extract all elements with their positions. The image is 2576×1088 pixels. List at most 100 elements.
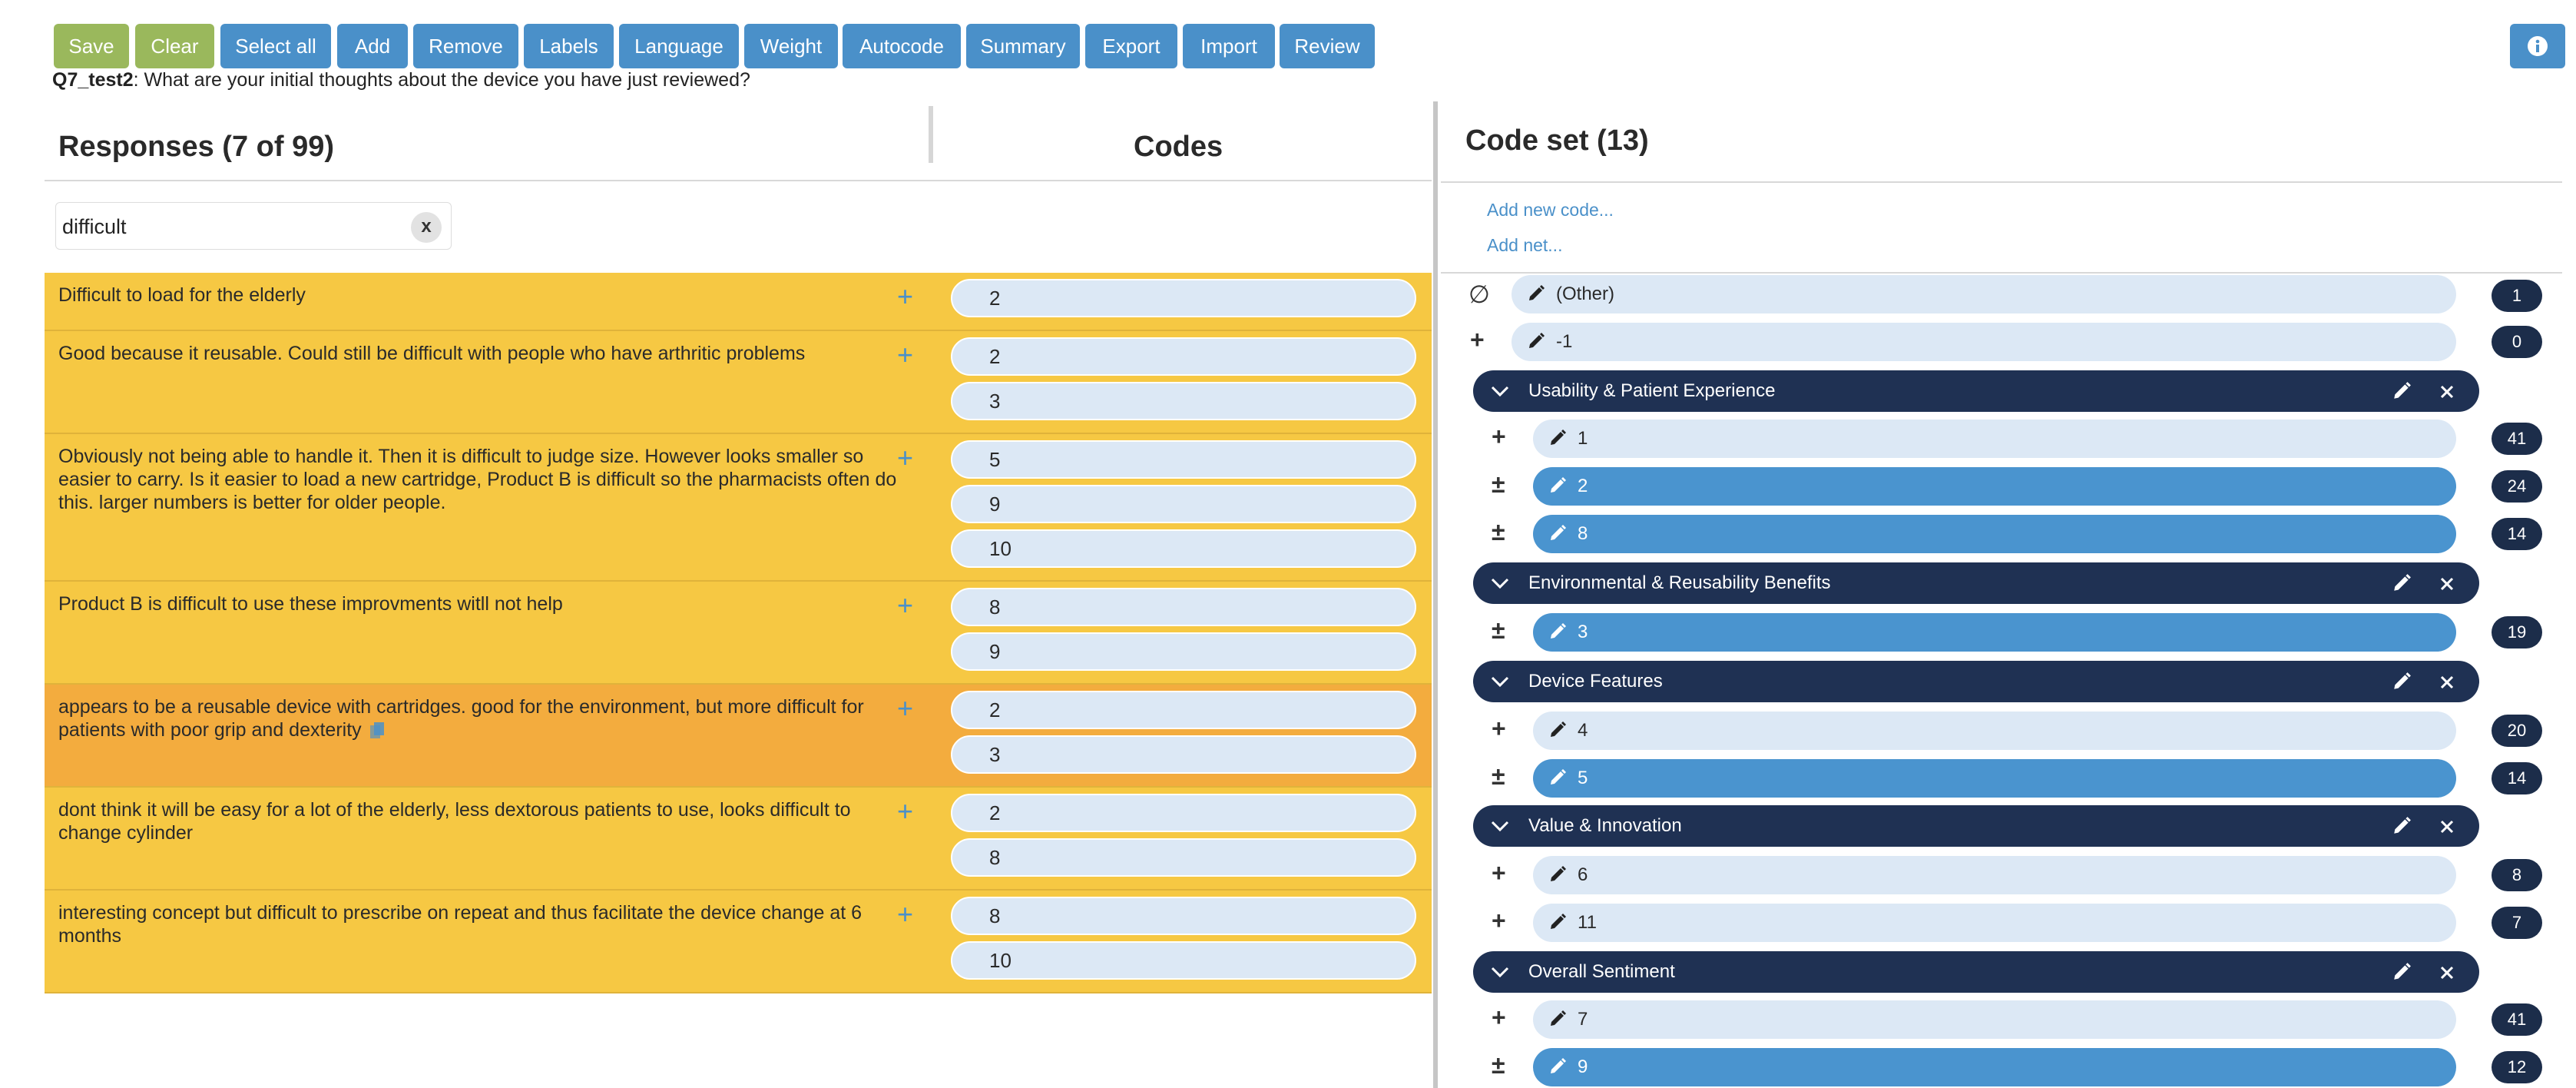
info-button[interactable] xyxy=(2510,24,2565,68)
add-code-plus-icon[interactable]: + xyxy=(897,692,914,724)
code-pill[interactable]: 8 xyxy=(951,838,1416,877)
add-code-plus-icon[interactable]: + xyxy=(897,339,914,370)
plus-minus-icon[interactable]: ± xyxy=(1492,762,1505,790)
add-code-plus-icon[interactable]: + xyxy=(1492,859,1506,887)
net-overall-sentiment[interactable]: Overall Sentiment xyxy=(1473,951,2479,993)
add-net-link[interactable]: Add net... xyxy=(1487,235,1563,255)
chevron-down-icon[interactable] xyxy=(1490,575,1510,592)
edit-pencil-icon[interactable] xyxy=(1548,622,1567,641)
edit-pencil-icon[interactable] xyxy=(1548,1010,1567,1028)
plus-minus-icon[interactable]: ± xyxy=(1492,518,1505,546)
add-code-plus-icon[interactable]: + xyxy=(1492,715,1506,742)
edit-pencil-icon[interactable] xyxy=(2392,573,2412,593)
net-value-innovation[interactable]: Value & Innovation xyxy=(1473,805,2479,847)
edit-pencil-icon[interactable] xyxy=(2392,381,2412,401)
edit-pencil-icon[interactable] xyxy=(1548,721,1567,739)
review-button[interactable]: Review xyxy=(1280,24,1375,68)
code-1[interactable]: 1 xyxy=(1533,420,2456,458)
clear-button[interactable]: Clear xyxy=(135,24,214,68)
edit-pencil-icon[interactable] xyxy=(2392,672,2412,692)
labels-button[interactable]: Labels xyxy=(524,24,614,68)
panel-splitter[interactable] xyxy=(1433,101,1438,1088)
edit-pencil-icon[interactable] xyxy=(1548,768,1567,787)
code-pill[interactable]: 8 xyxy=(951,897,1416,935)
code-5-selected[interactable]: 5 xyxy=(1533,759,2456,798)
edit-pencil-icon[interactable] xyxy=(1548,429,1567,447)
response-row-highlighted[interactable]: appears to be a reusable device with car… xyxy=(45,685,1432,788)
code-pill[interactable]: 5 xyxy=(951,440,1416,479)
close-icon[interactable] xyxy=(2439,965,2455,980)
net-usability[interactable]: Usability & Patient Experience xyxy=(1473,370,2479,412)
code-11[interactable]: 11 xyxy=(1533,904,2456,942)
add-code-plus-icon[interactable]: + xyxy=(1492,907,1506,934)
chevron-down-icon[interactable] xyxy=(1490,383,1510,400)
code-pill[interactable]: 2 xyxy=(951,691,1416,729)
response-row[interactable]: Difficult to load for the elderly + 2 xyxy=(45,273,1432,331)
edit-pencil-icon[interactable] xyxy=(1548,476,1567,495)
summary-button[interactable]: Summary xyxy=(966,24,1080,68)
copy-icon[interactable] xyxy=(369,721,386,740)
add-code-plus-icon[interactable]: + xyxy=(1492,423,1506,450)
edit-pencil-icon[interactable] xyxy=(1548,865,1567,884)
code-7[interactable]: 7 xyxy=(1533,1000,2456,1039)
code-pill[interactable]: 9 xyxy=(951,485,1416,523)
column-divider[interactable] xyxy=(929,106,933,163)
code-pill[interactable]: 3 xyxy=(951,382,1416,420)
search-input[interactable] xyxy=(61,211,402,243)
net-device-features[interactable]: Device Features xyxy=(1473,661,2479,702)
code-pill[interactable]: 10 xyxy=(951,529,1416,568)
edit-pencil-icon[interactable] xyxy=(2392,816,2412,836)
code-8-selected[interactable]: 8 xyxy=(1533,515,2456,553)
import-button[interactable]: Import xyxy=(1183,24,1275,68)
code-6[interactable]: 6 xyxy=(1533,856,2456,894)
remove-button[interactable]: Remove xyxy=(413,24,518,68)
response-row[interactable]: Good because it reusable. Could still be… xyxy=(45,331,1432,434)
response-row[interactable]: Obviously not being able to handle it. T… xyxy=(45,434,1432,582)
close-icon[interactable] xyxy=(2439,576,2455,592)
edit-pencil-icon[interactable] xyxy=(1548,913,1567,931)
clear-search-button[interactable]: x xyxy=(411,212,442,243)
code-pill[interactable]: 10 xyxy=(951,941,1416,980)
select-all-button[interactable]: Select all xyxy=(220,24,331,68)
code-pill[interactable]: 2 xyxy=(951,794,1416,832)
code-pill[interactable]: 9 xyxy=(951,632,1416,671)
code-pill[interactable]: 8 xyxy=(951,588,1416,626)
add-code-plus-icon[interactable]: + xyxy=(1470,326,1485,353)
add-code-plus-icon[interactable]: + xyxy=(1492,1003,1506,1031)
code-minus-1[interactable]: -1 xyxy=(1511,323,2456,361)
add-code-plus-icon[interactable]: + xyxy=(897,795,914,827)
response-row[interactable]: Product B is difficult to use these impr… xyxy=(45,582,1432,685)
code-3-selected[interactable]: 3 xyxy=(1533,613,2456,652)
code-9-selected[interactable]: 9 xyxy=(1533,1048,2456,1086)
close-icon[interactable] xyxy=(2439,384,2455,400)
add-code-plus-icon[interactable]: + xyxy=(897,898,914,930)
chevron-down-icon[interactable] xyxy=(1490,964,1510,980)
net-environmental[interactable]: Environmental & Reusability Benefits xyxy=(1473,562,2479,604)
add-button[interactable]: Add xyxy=(337,24,408,68)
plus-minus-icon[interactable]: ± xyxy=(1492,1051,1505,1079)
response-row[interactable]: interesting concept but difficult to pre… xyxy=(45,891,1432,993)
code-2-selected[interactable]: 2 xyxy=(1533,467,2456,506)
plus-minus-icon[interactable]: ± xyxy=(1492,470,1505,498)
add-new-code-link[interactable]: Add new code... xyxy=(1487,200,1614,220)
edit-pencil-icon[interactable] xyxy=(1548,1057,1567,1076)
code-pill[interactable]: 2 xyxy=(951,337,1416,376)
add-code-plus-icon[interactable]: + xyxy=(897,280,914,312)
chevron-down-icon[interactable] xyxy=(1490,673,1510,690)
language-button[interactable]: Language xyxy=(619,24,739,68)
weight-button[interactable]: Weight xyxy=(744,24,838,68)
code-other[interactable]: (Other) xyxy=(1511,275,2456,313)
edit-pencil-icon[interactable] xyxy=(2392,962,2412,982)
add-code-plus-icon[interactable]: + xyxy=(897,589,914,621)
code-4[interactable]: 4 xyxy=(1533,712,2456,750)
edit-pencil-icon[interactable] xyxy=(1527,332,1545,350)
plus-minus-icon[interactable]: ± xyxy=(1492,616,1505,644)
close-icon[interactable] xyxy=(2439,819,2455,834)
code-pill[interactable]: 2 xyxy=(951,279,1416,317)
search-field[interactable]: x xyxy=(55,202,452,250)
autocode-button[interactable]: Autocode xyxy=(843,24,961,68)
edit-pencil-icon[interactable] xyxy=(1527,284,1545,303)
chevron-down-icon[interactable] xyxy=(1490,818,1510,834)
code-pill[interactable]: 3 xyxy=(951,735,1416,774)
edit-pencil-icon[interactable] xyxy=(1548,524,1567,542)
